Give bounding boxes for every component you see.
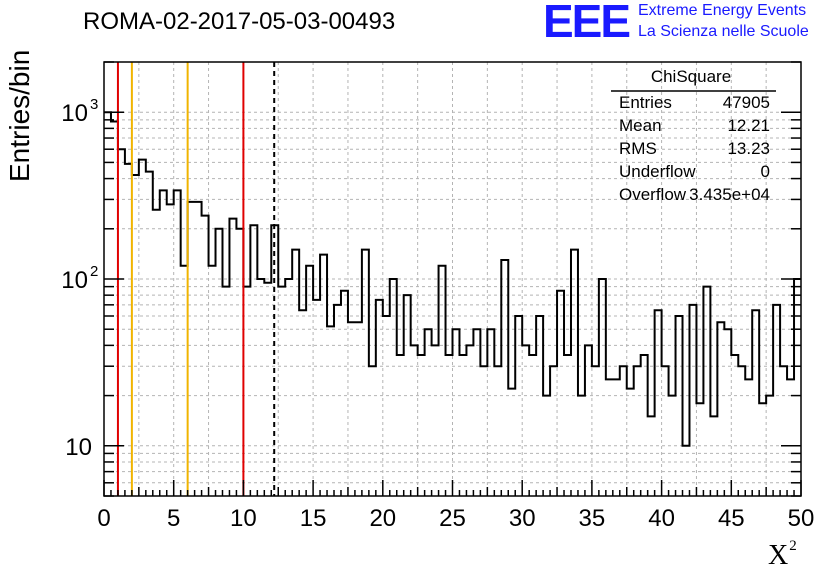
x-tick-label: 10 (230, 505, 257, 532)
y-tick-label: 10 (65, 434, 92, 461)
y-tick-label-exponent: 3 (90, 96, 98, 113)
y-tick-label: 10 (61, 267, 88, 294)
stats-key: Mean (619, 116, 662, 135)
x-tick-label: 50 (788, 505, 815, 532)
stats-key: RMS (619, 139, 657, 158)
chart-title: ROMA-02-2017-05-03-00493 (83, 8, 396, 35)
x-tick-label: 40 (648, 505, 675, 532)
x-tick-label: 15 (300, 505, 327, 532)
y-axis-label: Entries/bin (4, 49, 35, 182)
stats-row-underflow: Underflow 0 (619, 162, 798, 184)
x-axis-label: X2 (768, 538, 797, 572)
x-axis-label-superscript: 2 (789, 538, 797, 554)
logo-line-1: Extreme Energy Events (638, 2, 807, 19)
grid-lines (104, 62, 801, 496)
stats-row-rms: RMS 13.23 (619, 139, 798, 161)
x-tick-label: 30 (509, 505, 536, 532)
x-axis-label-base: X (768, 540, 789, 571)
y-tick-label-exponent: 2 (90, 263, 98, 280)
x-tick-label: 45 (718, 505, 745, 532)
y-tick-label: 10 (61, 100, 88, 127)
axis-ticks (103, 61, 802, 497)
x-tick-label: 5 (167, 505, 180, 532)
logo-line-2: La Scienza nelle Scuole (638, 23, 809, 40)
stats-value: 13.23 (727, 139, 770, 158)
stats-box: ChiSquare Entries 47905 Mean 12.21 RMS 1… (611, 62, 798, 214)
stats-row-overflow: Overflow 3.435e+04 (619, 185, 798, 207)
logo-mark: EEE (543, 0, 631, 47)
vertical-markers (116, 62, 276, 496)
x-tick-label: 20 (369, 505, 396, 532)
stats-row-entries: Entries 47905 (619, 93, 798, 115)
stats-value: 3.435e+04 (689, 185, 770, 204)
stats-key: Overflow (619, 185, 687, 204)
histogram-line (104, 111, 801, 447)
stats-title: ChiSquare (650, 67, 732, 86)
x-tick-label: 35 (579, 505, 606, 532)
stats-value: 47905 (722, 93, 770, 112)
x-tick-label: 25 (439, 505, 466, 532)
stats-row-mean: Mean 12.21 (619, 116, 798, 138)
stats-value: 0 (760, 162, 770, 181)
x-tick-label: 0 (97, 505, 110, 532)
stats-key: Underflow (619, 162, 696, 181)
stats-key: Entries (619, 93, 672, 112)
stats-value: 12.21 (727, 116, 770, 135)
